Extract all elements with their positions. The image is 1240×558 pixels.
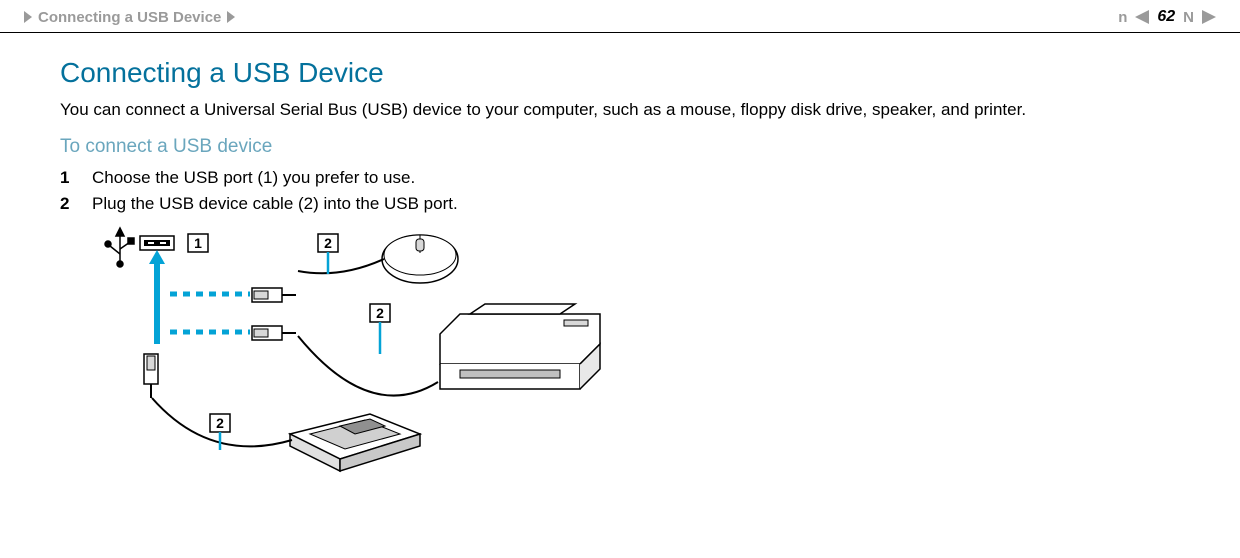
- breadcrumb: Connecting a USB Device: [24, 9, 235, 26]
- printer-icon: [298, 304, 600, 396]
- page-number: 62: [1157, 8, 1175, 26]
- nav-prev-icon[interactable]: [1135, 10, 1149, 24]
- page-header: Connecting a USB Device n 62 N: [0, 0, 1240, 33]
- svg-text:2: 2: [324, 235, 332, 251]
- step-number: 2: [60, 194, 78, 214]
- step-row: 2 Plug the USB device cable (2) into the…: [60, 194, 1180, 214]
- nav-n-left: n: [1118, 9, 1127, 26]
- intro-text: You can connect a Universal Serial Bus (…: [60, 99, 1180, 122]
- usb-symbol-icon: [105, 228, 134, 267]
- nav-n-right: N: [1183, 9, 1194, 26]
- usb-plug-icon: [252, 326, 296, 340]
- step-text: Plug the USB device cable (2) into the U…: [92, 194, 458, 214]
- step-number: 1: [60, 168, 78, 188]
- floppy-drive-icon: [152, 398, 420, 471]
- nav-next-icon[interactable]: [1202, 10, 1216, 24]
- chevron-right-icon: [24, 11, 32, 23]
- step-row: 1 Choose the USB port (1) you prefer to …: [60, 168, 1180, 188]
- usb-plug-icon: [252, 288, 296, 302]
- steps-list: 1 Choose the USB port (1) you prefer to …: [60, 168, 1180, 214]
- callout-2-printer: 2: [370, 304, 390, 354]
- svg-text:2: 2: [376, 305, 384, 321]
- usb-plug-icon: [144, 354, 158, 398]
- page-title: Connecting a USB Device: [60, 57, 1180, 89]
- usb-diagram: 1: [100, 224, 1180, 479]
- chevron-right-icon: [227, 11, 235, 23]
- page-nav: n 62 N: [1118, 8, 1216, 26]
- subhead: To connect a USB device: [60, 136, 1180, 158]
- step-text: Choose the USB port (1) you prefer to us…: [92, 168, 415, 188]
- svg-text:1: 1: [194, 235, 202, 251]
- usb-diagram-svg: 1: [100, 224, 620, 474]
- callout-2-mouse: 2: [318, 234, 338, 274]
- svg-text:2: 2: [216, 415, 224, 431]
- usb-port-icon: [140, 236, 174, 250]
- breadcrumb-text: Connecting a USB Device: [38, 9, 221, 26]
- main-content: Connecting a USB Device You can connect …: [0, 33, 1240, 479]
- port-arrow: [149, 250, 165, 344]
- callout-1: 1: [188, 234, 208, 252]
